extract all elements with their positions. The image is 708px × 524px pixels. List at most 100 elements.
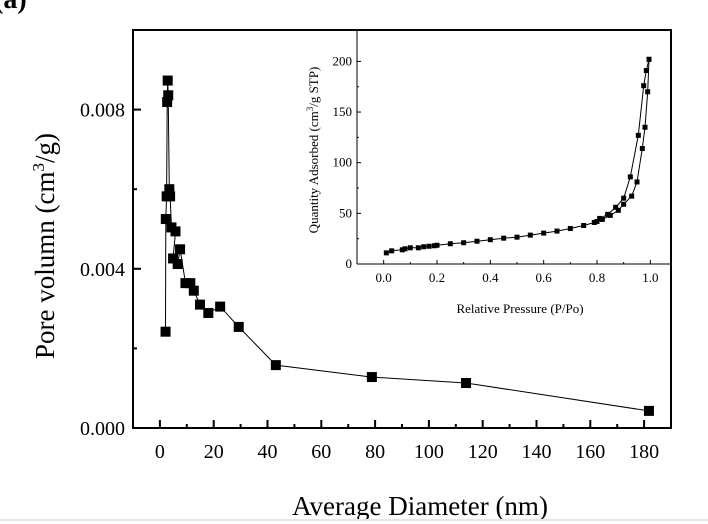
inset-data-point [567,226,573,232]
main-data-point [188,285,199,296]
main-x-tick-label: 0 [155,441,165,463]
inset-y-tick-label: 100 [333,155,353,170]
inset-data-point [599,216,605,222]
main-y-axis-label: Pore volumn (cm3/g) [29,133,60,359]
inset-data-point [627,174,633,180]
inset-data-point [635,132,641,138]
inset-data-point [389,248,395,254]
main-data-point [162,75,173,86]
main-data-point [166,222,177,233]
main-y-tick-label: 0.004 [80,259,125,281]
inset-data-point [434,242,440,248]
main-x-tick-label: 120 [468,441,498,463]
inset-data-point [629,193,635,199]
inset-data-point [615,207,621,213]
main-data-point [233,321,244,332]
inset-x-tick-label: 0.2 [429,270,445,285]
inset-y-label-prefix: Quantity Adsorbed (cm [306,111,321,233]
inset-data-point [613,204,619,210]
inset-plot: 0.0 0.2 0.4 0.6 0.8 1.0 0 50 100 150 200 [333,53,659,285]
main-x-tick-label: 180 [629,441,659,463]
inset-y-label-suffix: /g STP) [306,67,321,107]
main-y-tick-label: 0.000 [80,418,125,440]
main-y-label-prefix: Pore volumn (cm [30,172,60,359]
inset-data-point [447,241,453,247]
inset-y-label-sup: 3 [305,106,315,111]
main-data-point [270,360,281,371]
inset-data-point [501,235,507,241]
main-data-point [168,253,179,264]
main-data-point [161,191,172,202]
inset-x-tick-label: 0.8 [589,270,605,285]
main-x-tick-label: 160 [575,441,605,463]
inset-data-point [607,212,613,218]
main-x-tick-label: 20 [204,441,224,463]
inset-x-tick-label: 1.0 [642,270,658,285]
main-data-point [160,326,171,337]
main-x-axis-label: Average Diameter (nm) [292,491,548,521]
main-x-tick-label: 140 [522,441,552,463]
inset-data-point [639,146,645,152]
main-x-tick-label: 80 [365,441,385,463]
inset-x-tick-label: 0.4 [482,270,499,285]
main-data-point [163,90,174,101]
main-data-point [215,301,226,312]
inset-x-tick-label: 0.0 [376,270,392,285]
inset-data-point [415,245,421,251]
panel-label: (a) [0,0,27,15]
inset-data-point [605,211,611,217]
inset-series-line-0 [386,59,650,254]
inset-x-axis-label: Relative Pressure (P/Po) [456,301,583,316]
inset-data-point [431,243,437,249]
main-data-point [175,244,186,255]
main-data-point [162,97,173,108]
inset-data-point [514,234,520,240]
inset-data-point [643,68,649,74]
main-data-point [643,405,654,416]
inset-data-point [474,238,480,244]
inset-data-point [402,246,408,252]
inset-data-point [642,124,648,130]
main-plot: 0 20 40 60 80 100 120 140 160 180 0.000 0.004 0.008 [80,75,659,463]
inset-data-point [541,230,547,236]
main-data-point [172,259,183,270]
inset-y-axis-label: Quantity Adsorbed (cm3/g STP) [305,67,321,234]
main-y-tick-label: 0.008 [80,100,125,122]
inset-y-tick-label: 200 [333,53,353,68]
main-data-point [203,307,214,318]
inset-data-point [621,195,627,201]
inset-x-tick-label: 0.6 [536,270,553,285]
inset-data-point [399,247,405,253]
inset-data-point [487,237,493,243]
main-y-label-sup: 3 [29,163,48,172]
inset-data-point [461,240,467,246]
inset-data-point [645,89,651,95]
main-plot-frame [132,29,672,429]
inset-y-tick-label: 50 [339,205,352,220]
main-data-point [461,378,472,389]
main-data-point [160,214,171,225]
inset-data-point [421,244,427,250]
inset-data-point [646,56,652,62]
inset-data-point [621,201,627,207]
inset-y-tick-label: 0 [346,256,353,271]
inset-data-point [383,250,389,256]
inset-data-point [634,179,640,185]
inset-data-point [641,83,647,89]
inset-y-tick-label: 150 [333,104,353,119]
main-data-point [366,372,377,383]
inset-data-point [407,245,413,251]
inset-data-point [597,215,603,221]
inset-data-point [591,219,597,225]
main-y-label-suffix: /g) [30,133,60,163]
inset-data-point [594,218,600,224]
main-data-point [180,278,191,289]
inset-data-point [581,223,587,229]
main-x-tick-label: 100 [414,441,444,463]
main-x-tick-label: 60 [311,441,331,463]
main-series-line-0 [165,80,649,412]
main-x-tick-label: 40 [258,441,278,463]
inset-data-point [426,243,432,249]
inset-data-point [554,228,560,234]
